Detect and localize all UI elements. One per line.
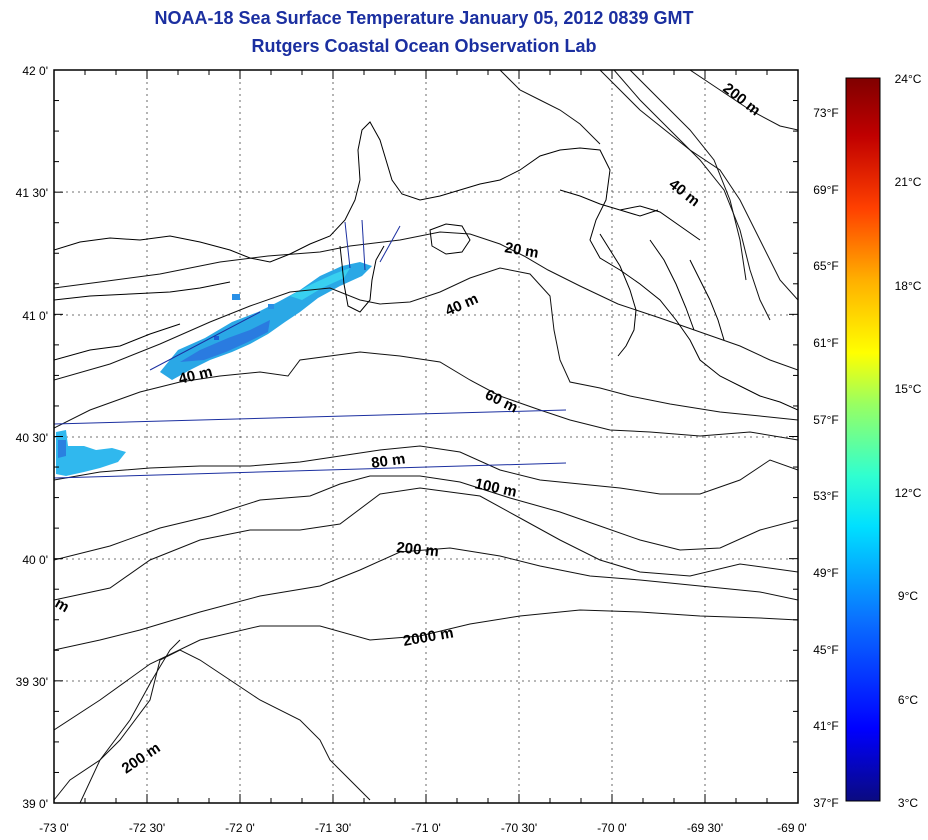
bathymetry-contours — [54, 70, 798, 803]
lon-label-69-30: -69 30' — [687, 821, 723, 835]
colorbar-celsius-labels: 24°C 21°C 18°C 15°C 12°C 9°C 6°C 3°C — [895, 72, 922, 810]
cbar-f-69: 69°F — [813, 183, 838, 197]
cbar-c-12: 12°C — [895, 486, 922, 500]
cbar-c-24: 24°C — [895, 72, 922, 86]
sst-patch-west-core — [58, 440, 66, 458]
cbar-f-37: 37°F — [813, 796, 838, 810]
cbar-f-73: 73°F — [813, 106, 838, 120]
cbar-f-45: 45°F — [813, 643, 838, 657]
contour-label-200m-mid: 200 m — [396, 539, 440, 560]
lat-label-41: 41 0' — [22, 309, 48, 323]
colorbar-fahrenheit-labels: 73°F 69°F 65°F 61°F 57°F 53°F 49°F 45°F … — [813, 106, 838, 810]
cbar-f-65: 65°F — [813, 259, 838, 273]
sst-speck-1 — [232, 294, 240, 300]
lon-label-73: -73 0' — [39, 821, 69, 835]
cbar-f-49: 49°F — [813, 566, 838, 580]
map-content — [54, 70, 798, 803]
satellite-tracks — [54, 219, 567, 479]
lat-label-39-30: 39 30' — [16, 675, 48, 689]
lon-label-71: -71 0' — [411, 821, 441, 835]
cbar-c-15: 15°C — [895, 382, 922, 396]
cbar-c-3: 3°C — [898, 796, 918, 810]
lat-label-41-30: 41 30' — [16, 186, 48, 200]
graticule — [54, 70, 798, 803]
cbar-f-57: 57°F — [813, 413, 838, 427]
lon-label-72-30: -72 30' — [129, 821, 165, 835]
cbar-f-53: 53°F — [813, 489, 838, 503]
coastline — [54, 121, 798, 411]
lat-label-40: 40 0' — [22, 553, 48, 567]
axis-ticks — [53, 69, 799, 804]
sst-patch-sound-core — [180, 320, 270, 362]
sst-speck-2 — [214, 336, 219, 340]
contour-labels: 200 m 40 m 20 m 40 m 40 m 60 m 80 m 100 … — [52, 80, 764, 778]
lon-label-70-30: -70 30' — [501, 821, 537, 835]
lon-label-70: -70 0' — [597, 821, 627, 835]
contour-label-80m: 80 m — [370, 450, 406, 472]
colorbar-fill — [845, 77, 881, 802]
map-subtitle: Rutgers Coastal Ocean Observation Lab — [251, 36, 597, 56]
map-title: NOAA-18 Sea Surface Temperature January … — [154, 8, 694, 28]
lon-label-71-30: -71 30' — [315, 821, 351, 835]
cbar-f-61: 61°F — [813, 336, 838, 350]
lat-label-39: 39 0' — [22, 797, 48, 811]
cbar-f-41: 41°F — [813, 719, 838, 733]
contour-label-2000m: 2000 m — [402, 624, 455, 650]
contour-label-m-edge: m — [52, 595, 72, 616]
lat-label-42: 42 0' — [22, 64, 48, 78]
cbar-c-18: 18°C — [895, 279, 922, 293]
cbar-c-9: 9°C — [898, 589, 918, 603]
sst-patches — [56, 262, 372, 476]
lat-label-40-30: 40 30' — [16, 431, 48, 445]
contour-label-200m-sw: 200 m — [119, 739, 164, 777]
lon-label-72: -72 0' — [225, 821, 255, 835]
cbar-c-6: 6°C — [898, 693, 918, 707]
lon-label-69: -69 0' — [777, 821, 807, 835]
sst-speck-3 — [268, 304, 274, 309]
sst-patch-sound-east — [290, 268, 350, 300]
cbar-c-21: 21°C — [895, 175, 922, 189]
colorbar: 24°C 21°C 18°C 15°C 12°C 9°C 6°C 3°C 73°… — [813, 72, 921, 810]
contour-label-40m-east: 40 m — [666, 176, 703, 210]
latitude-labels: 42 0' 41 30' 41 0' 40 30' 40 0' 39 30' 3… — [16, 64, 48, 811]
contour-label-20m: 20 m — [503, 239, 540, 262]
contour-label-100m: 100 m — [473, 475, 518, 500]
sst-patch-west — [56, 430, 126, 476]
longitude-labels: -73 0' -72 30' -72 0' -71 30' -71 0' -70… — [39, 821, 807, 835]
contour-label-200m-top: 200 m — [720, 80, 764, 120]
